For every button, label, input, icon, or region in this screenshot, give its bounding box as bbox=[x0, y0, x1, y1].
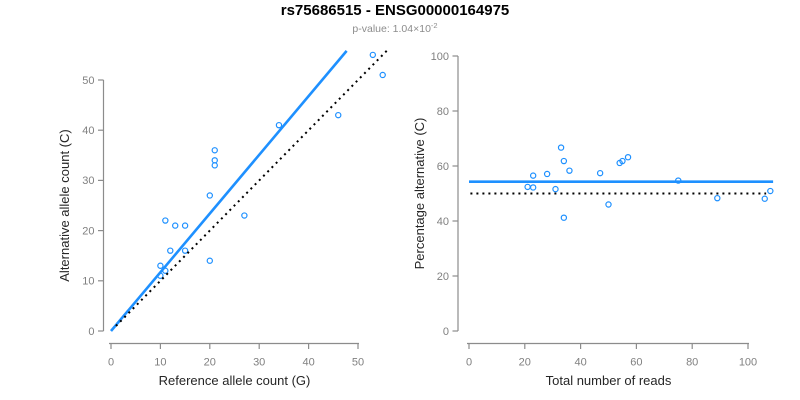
data-point bbox=[379, 71, 386, 79]
data-point bbox=[605, 201, 612, 208]
y-tick-label: 10 bbox=[82, 276, 94, 288]
y-tick-label: 40 bbox=[437, 216, 449, 228]
data-point bbox=[162, 217, 169, 224]
x-axis-title: Total number of reads bbox=[546, 373, 672, 388]
data-point bbox=[211, 157, 218, 164]
data-point bbox=[714, 194, 721, 202]
x-tick-label: 20 bbox=[519, 357, 531, 369]
data-point bbox=[524, 183, 531, 191]
data-point bbox=[619, 157, 626, 165]
y-tick-label: 80 bbox=[437, 106, 449, 118]
x-tick-label: 0 bbox=[466, 357, 472, 369]
data-point bbox=[552, 185, 559, 193]
identity-line bbox=[115, 49, 389, 327]
y-axis-title: Percentage alternative (C) bbox=[412, 118, 427, 270]
data-point bbox=[206, 257, 213, 264]
data-point bbox=[596, 169, 604, 177]
y-tick-label: 0 bbox=[88, 326, 94, 338]
data-point bbox=[560, 157, 568, 165]
data-point bbox=[172, 222, 179, 229]
panel-left: 0 10 20 30 40 50 0 10 20 30 40 50 Reference allele c… bbox=[57, 49, 389, 388]
y-tick-label: 20 bbox=[437, 271, 449, 283]
data-point bbox=[167, 247, 174, 254]
data-point bbox=[211, 147, 218, 154]
data-point bbox=[529, 172, 537, 179]
x-tick-label: 10 bbox=[154, 357, 166, 369]
data-point bbox=[560, 214, 568, 221]
data-point bbox=[206, 192, 213, 199]
x-tick-label: 20 bbox=[204, 357, 216, 369]
data-point bbox=[624, 153, 632, 161]
data-point bbox=[566, 167, 573, 174]
y-tick-label: 20 bbox=[82, 225, 94, 237]
y-tick-label: 40 bbox=[82, 125, 94, 137]
y-tick-label: 50 bbox=[82, 75, 94, 87]
data-point bbox=[275, 121, 283, 129]
data-point bbox=[767, 187, 774, 195]
data-point bbox=[761, 195, 768, 202]
data-point bbox=[181, 222, 189, 229]
data-point bbox=[241, 212, 248, 219]
y-tick-label: 0 bbox=[443, 326, 449, 338]
y-tick-label: 60 bbox=[437, 161, 449, 173]
data-point bbox=[157, 262, 164, 269]
panel-right: 0 20 40 60 80 100 0 20 40 60 80 100 Total number of … bbox=[412, 51, 774, 388]
y-tick-label: 100 bbox=[431, 51, 449, 63]
x-tick-label: 60 bbox=[630, 357, 642, 369]
x-tick-label: 30 bbox=[253, 357, 265, 369]
y-axis-title: Alternative allele count (C) bbox=[57, 129, 72, 281]
fit-line bbox=[110, 50, 348, 332]
data-point bbox=[557, 144, 565, 151]
x-tick-label: 40 bbox=[574, 357, 586, 369]
x-tick-label: 50 bbox=[352, 357, 364, 369]
data-point bbox=[369, 51, 377, 59]
data-point bbox=[529, 184, 537, 191]
y-tick-label: 30 bbox=[82, 175, 94, 187]
data-point bbox=[543, 170, 551, 178]
x-tick-label: 100 bbox=[739, 357, 757, 369]
x-tick-label: 80 bbox=[686, 357, 698, 369]
x-tick-label: 40 bbox=[302, 357, 314, 369]
x-axis-title: Reference allele count (G) bbox=[159, 373, 311, 388]
data-point bbox=[335, 111, 342, 119]
x-tick-label: 0 bbox=[108, 357, 114, 369]
data-point bbox=[181, 247, 189, 254]
